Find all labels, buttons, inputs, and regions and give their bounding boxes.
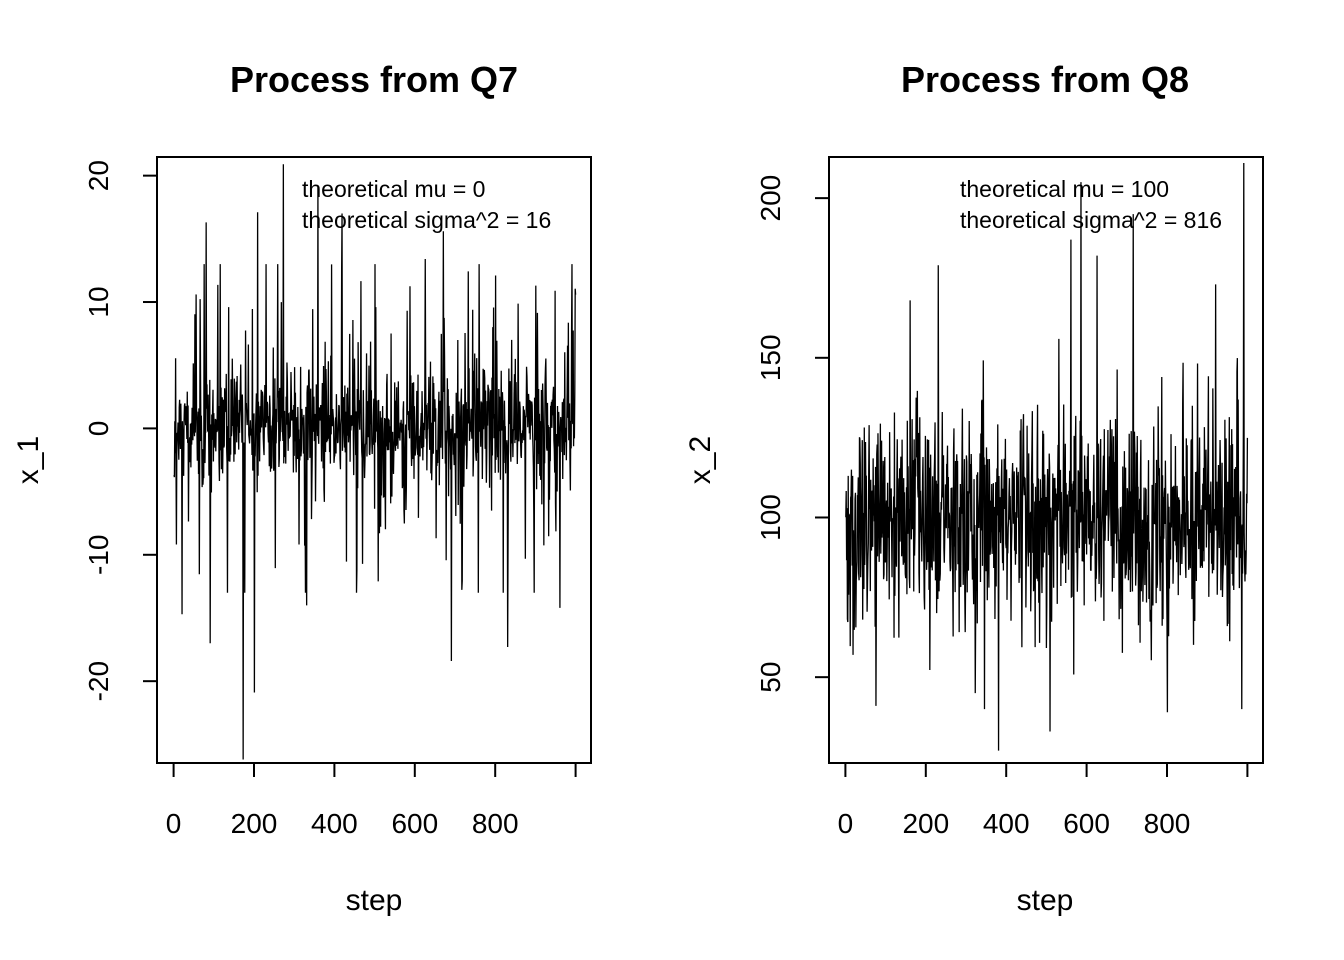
x-tick-label: 800 xyxy=(1144,808,1191,839)
x-tick-label: 600 xyxy=(1063,808,1110,839)
legend-line-sigma: theoretical sigma^2 = 16 xyxy=(302,207,551,233)
legend-line-mu: theoretical mu = 0 xyxy=(302,176,485,202)
y-tick-label: 150 xyxy=(755,334,786,381)
y-tick-label: 50 xyxy=(755,662,786,693)
x-axis-label: step xyxy=(346,884,403,917)
y-tick-label: 0 xyxy=(83,421,114,437)
chart-title: Process from Q7 xyxy=(230,59,518,100)
x-ticks: 0 200 400 600 800 xyxy=(166,763,577,839)
y-tick-label: 20 xyxy=(83,160,114,191)
x-axis-label: step xyxy=(1017,884,1074,917)
x-tick-label: 400 xyxy=(983,808,1030,839)
series-line-x2 xyxy=(845,162,1249,751)
y-tick-label: 200 xyxy=(755,175,786,222)
y-axis-label: x_1 xyxy=(12,436,45,484)
x-tick-label: 200 xyxy=(902,808,949,839)
y-tick-label: -20 xyxy=(83,661,114,701)
x-tick-label: 800 xyxy=(472,808,519,839)
x-tick-label: 600 xyxy=(391,808,438,839)
legend-line-sigma: theoretical sigma^2 = 816 xyxy=(960,207,1222,233)
y-tick-label: 10 xyxy=(83,286,114,317)
chart-panel-q7: Process from Q7 0 200 400 600 800 -20 -10 0 10 2… xyxy=(12,59,592,917)
legend-line-mu: theoretical mu = 100 xyxy=(960,176,1169,202)
x-ticks: 0 200 400 600 800 xyxy=(838,763,1249,839)
y-tick-label: -10 xyxy=(83,535,114,575)
y-axis-label: x_2 xyxy=(684,436,717,484)
x-tick-label: 0 xyxy=(838,808,854,839)
series-line-x1 xyxy=(173,164,577,760)
y-tick-label: 100 xyxy=(755,494,786,541)
chart-panel-q8: Process from Q8 0 200 400 600 800 50 100 150 20… xyxy=(684,59,1264,917)
x-tick-label: 400 xyxy=(311,808,358,839)
x-tick-label: 0 xyxy=(166,808,182,839)
y-ticks: 50 100 150 200 xyxy=(755,175,829,693)
chart-title: Process from Q8 xyxy=(901,59,1189,100)
y-ticks: -20 -10 0 10 20 xyxy=(83,160,157,701)
x-tick-label: 200 xyxy=(231,808,278,839)
